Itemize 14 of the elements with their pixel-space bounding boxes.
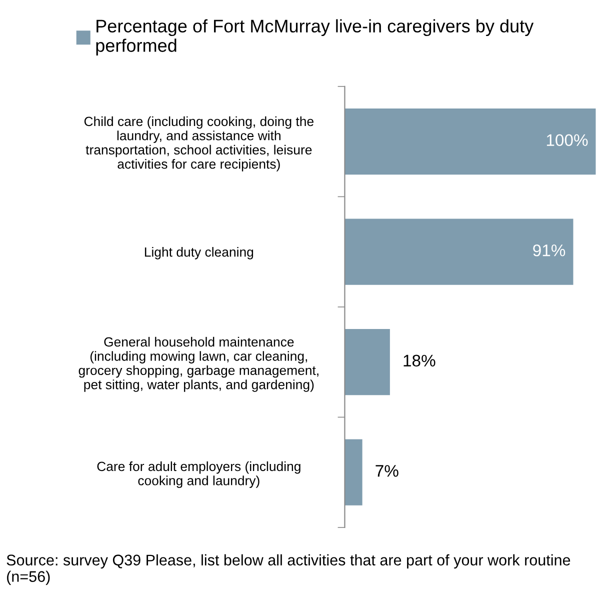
y-tick-label: Care for adult employers (including cooking and laundry) [97, 461, 300, 488]
bar [344, 328, 390, 396]
bar [344, 108, 596, 175]
data-label: 7% [376, 465, 398, 477]
source-note: Source: survey Q39 Please, list below all activities that are part of your work routine (n=56) [6, 554, 570, 585]
data-label: 100% [546, 134, 588, 146]
legend-label: Percentage of Fort McMurray live-in caregivers by duty performed [96, 19, 534, 56]
y-tick-label: Light duty cleaning [144, 247, 254, 260]
bar [344, 439, 362, 506]
y-tick-label: Child care (including cooking, doing the laundry, and assistance with transportation, school activities, leisure activities for care recipients) [84, 116, 314, 172]
data-label: 91% [533, 244, 566, 256]
y-tick-label: General household maintenance (including mowing lawn, car cleaning, grocery shopping, garbage management, pet sitting, water plants, and gardening) [78, 336, 318, 392]
data-label: 18% [404, 354, 436, 367]
bar [344, 218, 574, 285]
